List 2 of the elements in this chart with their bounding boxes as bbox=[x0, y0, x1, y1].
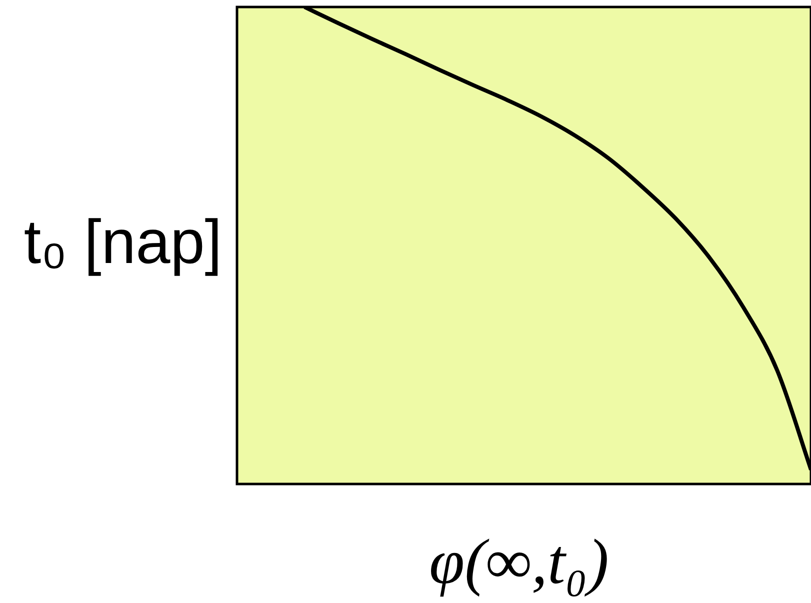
x-axis-title: φ(∞,t₀) bbox=[428, 525, 610, 599]
y-axis-title: t₀ [nap] bbox=[22, 207, 222, 279]
